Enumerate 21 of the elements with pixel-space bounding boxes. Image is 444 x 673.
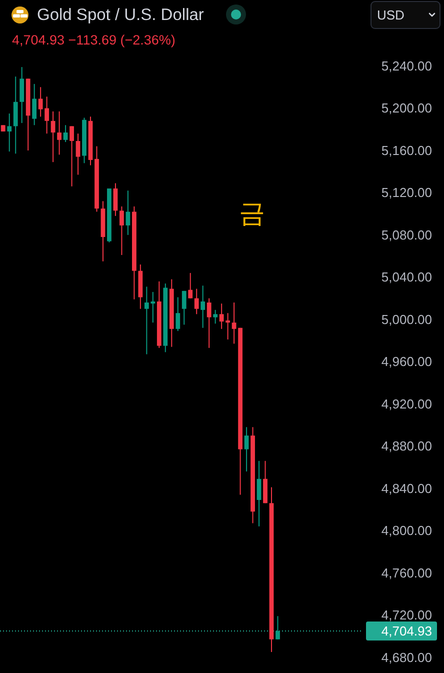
y-tick-label: 4,920.00	[381, 396, 432, 412]
price-label: 4,704.93	[366, 621, 437, 640]
ref-line-label: 4,704.93	[381, 623, 432, 638]
y-tick-label: 4,680.00	[381, 650, 432, 665]
y-tick-label: 5,160.00	[381, 142, 432, 158]
y-tick-label: 5,080.00	[381, 227, 432, 242]
y-tick-label: 4,840.00	[381, 480, 432, 496]
y-tick-label: 4,960.00	[381, 354, 432, 370]
y-tick-label: 5,000.00	[381, 312, 432, 327]
y-tick-label: 4,720.00	[381, 608, 432, 623]
y-tick-label: 4,760.00	[381, 565, 432, 580]
y-tick-label: 4,880.00	[381, 438, 432, 454]
y-tick-label: 5,240.00	[381, 58, 432, 74]
overlay-text: 금	[239, 198, 265, 228]
y-tick-label: 5,200.00	[381, 100, 432, 116]
y-tick-label: 5,040.00	[381, 270, 432, 285]
currency-label: USD	[377, 8, 404, 22]
subtitle: 4,704.93 −113.69 (−2.36%)	[12, 32, 176, 48]
y-tick-label: 5,120.00	[381, 185, 432, 200]
y-tick-label: 4,800.00	[381, 523, 432, 538]
title: Gold Spot / U.S. Dollar	[37, 6, 204, 24]
